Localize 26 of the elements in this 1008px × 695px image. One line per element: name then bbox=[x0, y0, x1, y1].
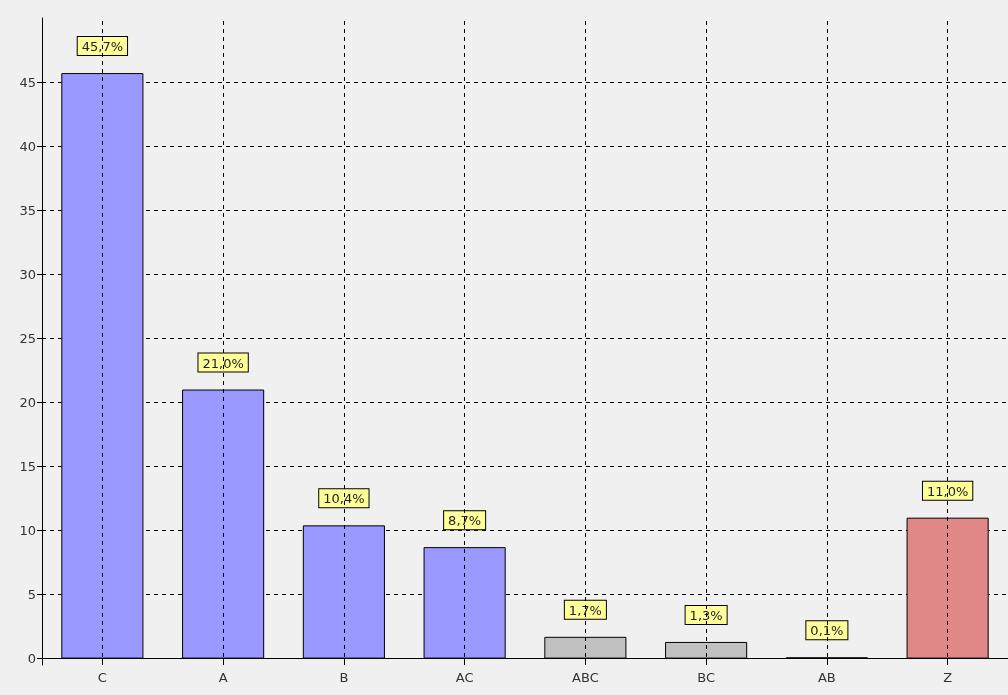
y-tick-label: 5 bbox=[27, 587, 36, 603]
x-tick-label: Z bbox=[943, 670, 953, 685]
x-tick-label: B bbox=[339, 670, 349, 685]
x-tick-label: C bbox=[97, 670, 107, 685]
y-tick-label: 35 bbox=[19, 202, 36, 218]
y-tick-label: 15 bbox=[19, 458, 36, 474]
y-tick-label: 20 bbox=[19, 394, 36, 410]
y-tick-label: 0 bbox=[27, 651, 36, 667]
x-tick-label: ABC bbox=[572, 670, 599, 685]
y-tick-label: 45 bbox=[19, 74, 36, 90]
y-tick-label: 30 bbox=[19, 266, 36, 282]
x-tick-label: AC bbox=[455, 670, 474, 685]
data-label: 10,4% bbox=[323, 491, 365, 507]
x-tick-label: AB bbox=[817, 670, 836, 685]
data-label: 21,0% bbox=[202, 355, 244, 371]
data-label: 1,3% bbox=[689, 607, 723, 623]
data-label: 0,1% bbox=[810, 623, 844, 639]
x-tick-label: BC bbox=[697, 670, 716, 685]
data-label: 45,7% bbox=[81, 39, 124, 55]
y-tick-label: 10 bbox=[19, 522, 36, 538]
y-tick-label: 40 bbox=[19, 138, 36, 154]
data-label: 8,7% bbox=[448, 513, 482, 529]
y-tick-label: 25 bbox=[19, 330, 36, 346]
data-label: 1,7% bbox=[568, 602, 602, 618]
x-tick-label: A bbox=[218, 670, 228, 685]
data-label: 11,0% bbox=[926, 483, 969, 499]
